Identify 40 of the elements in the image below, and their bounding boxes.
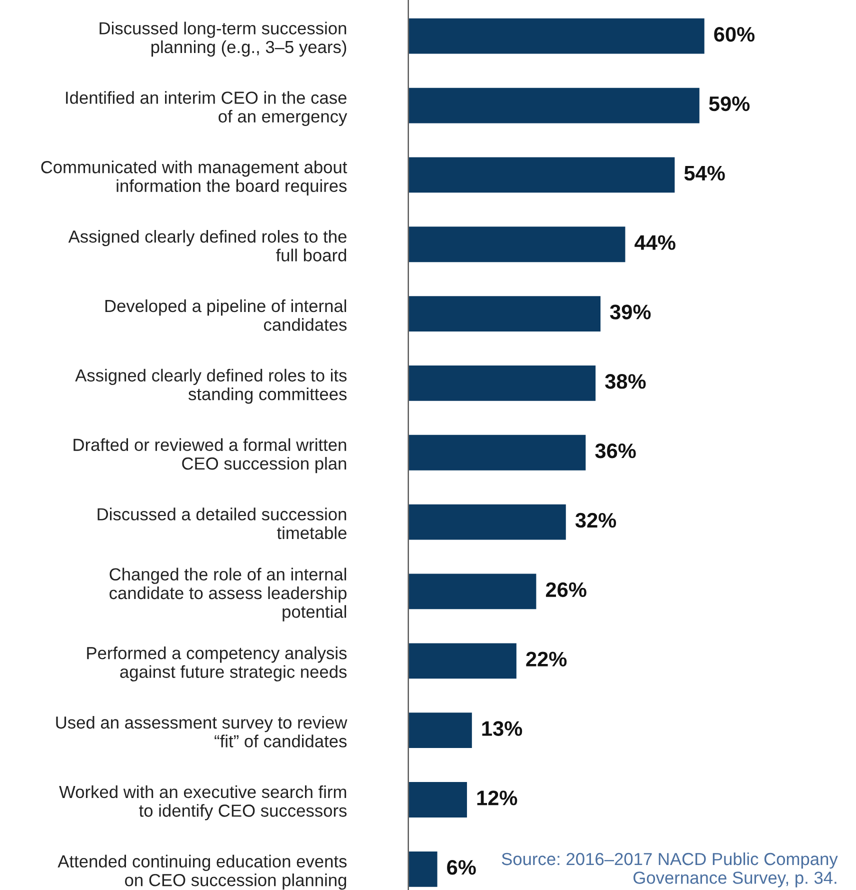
data-label: 39% (610, 304, 651, 320)
y-tick-label: Attended continuing education events on CEO succession planning (58, 854, 347, 890)
y-tick-label: Worked with an executive search firm to identify CEO successors (59, 785, 347, 820)
y-tick-label: Communicated with management about information the board requires (41, 160, 348, 196)
y-tick-label: Assigned clearly defined roles to its standing committees (75, 368, 347, 404)
data-label: 59% (709, 96, 750, 112)
bar (408, 572, 538, 611)
data-label: 32% (575, 512, 616, 528)
bar (408, 364, 597, 402)
y-tick-label: Performed a competency analysis against future strategic needs (87, 646, 347, 682)
annotation: Source: 2016–2017 NACD Public Company Governance Survey, p. 34. (502, 852, 838, 888)
bar (408, 225, 627, 264)
bar (408, 780, 468, 819)
y-tick-label: Discussed long-term succession planning (e.g., 3–5 years) (100, 22, 346, 57)
data-label: 22% (526, 652, 567, 666)
y-tick-label: Assigned clearly defined roles to the full board (68, 230, 346, 262)
bar (408, 434, 588, 472)
y-tick-label: Developed a pipeline of internal candidates (105, 299, 347, 331)
data-label: 6% (447, 860, 476, 875)
y-tick-label: Discussed a detailed succession timetable (98, 508, 346, 540)
bar (408, 711, 474, 750)
data-label: 54% (684, 166, 725, 181)
bar (408, 850, 439, 888)
bar (408, 294, 602, 333)
data-label: 13% (482, 721, 522, 736)
bar (408, 17, 706, 56)
y-tick-label: Used an assessment survey to review “fit” of candidates (56, 716, 348, 748)
data-label: 44% (634, 235, 676, 250)
y-tick-label: Identified an interim CEO in the case of an emergency (66, 91, 348, 126)
bar (408, 642, 518, 680)
bar (408, 86, 701, 125)
data-label: 26% (546, 582, 586, 598)
bar (408, 156, 676, 194)
data-label: 60% (714, 26, 755, 42)
bar (408, 502, 568, 542)
data-label: 36% (595, 443, 636, 458)
y-tick-label: Drafted or reviewed a formal written CEO succession plan (74, 438, 346, 474)
data-label: 38% (605, 374, 646, 389)
data-label: 12% (477, 790, 518, 806)
y-tick-label: Changed the role of an internal candidate to assess leadership potential (110, 568, 346, 622)
